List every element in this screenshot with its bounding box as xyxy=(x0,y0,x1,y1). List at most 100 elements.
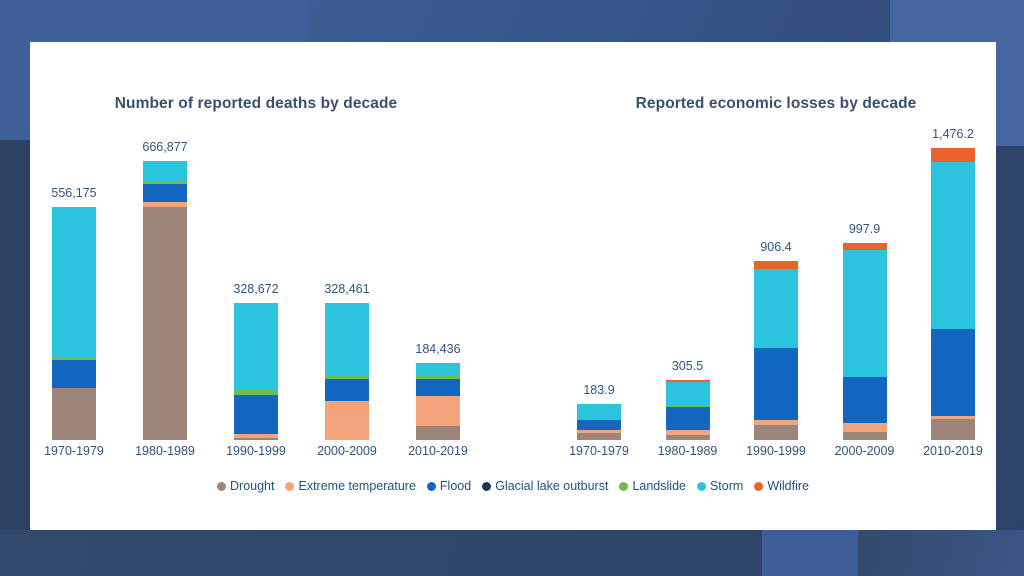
x-axis-label-1980-1989: 1980-1989 xyxy=(657,444,718,458)
bar-2010-2019[interactable]: 1,476.2 xyxy=(931,127,975,440)
segment-storm[interactable] xyxy=(665,382,710,407)
losses-chart-x-axis: 1970-1979 1980-1989 1990-1999 2000-2009 2010… xyxy=(569,444,983,458)
legend-item-landslide[interactable]: Landslide xyxy=(619,479,686,493)
background-band-left xyxy=(0,140,30,576)
segment-landslide[interactable] xyxy=(665,406,710,408)
bar-1970-1979[interactable]: 556,175 xyxy=(51,186,97,440)
x-axis-label-1970-1979: 1970-1979 xyxy=(569,444,629,458)
segment-flood[interactable] xyxy=(416,379,460,397)
segment-wildfire[interactable] xyxy=(842,242,887,250)
segment-flood[interactable] xyxy=(325,379,369,401)
segment-wildfire[interactable] xyxy=(754,260,798,269)
segment-flood[interactable] xyxy=(931,329,975,416)
segment-wildfire[interactable] xyxy=(665,379,710,383)
segment-drought[interactable] xyxy=(143,206,187,440)
segment-extreme-temperature[interactable] xyxy=(325,400,369,440)
segment-storm[interactable] xyxy=(842,249,887,377)
losses-chart-title: Reported economic losses by decade xyxy=(635,95,917,112)
segment-drought[interactable] xyxy=(416,426,460,440)
segment-storm[interactable] xyxy=(52,207,96,357)
segment-drought[interactable] xyxy=(234,437,278,440)
segment-storm[interactable] xyxy=(325,302,369,377)
bar-1980-1989[interactable]: 666,877 xyxy=(142,140,188,440)
bar-1970-1979[interactable]: 183.9 xyxy=(577,383,621,440)
legend-item-glacial-lake-outburst[interactable]: Glacial lake outburst xyxy=(482,479,608,493)
segment-storm[interactable] xyxy=(577,403,621,420)
legend-item-flood[interactable]: Flood xyxy=(426,479,472,493)
legend-item-drought[interactable]: Drought xyxy=(217,479,274,493)
background-block-bottom-right-corner xyxy=(858,530,1024,576)
segment-extreme-temperature[interactable] xyxy=(416,396,460,426)
segment-flood[interactable] xyxy=(842,376,887,424)
total-value-label: 666,877 xyxy=(142,140,188,154)
segment-flood[interactable] xyxy=(577,419,621,430)
segment-extreme-temperature[interactable] xyxy=(143,202,187,207)
total-value-label: 1,476.2 xyxy=(932,127,974,141)
segment-landslide[interactable] xyxy=(754,347,798,349)
chart-card: Number of reported deaths by decade Repo… xyxy=(30,42,996,530)
segment-landslide[interactable] xyxy=(143,180,187,185)
total-value-label: 305.5 xyxy=(671,358,704,373)
segment-landslide[interactable] xyxy=(52,356,96,361)
x-axis-label-1990-1999: 1990-1999 xyxy=(746,444,806,458)
glacial-lake-outburst-legend-dot-icon xyxy=(482,481,492,491)
segment-extreme-temperature[interactable] xyxy=(234,433,278,438)
legend-label: Wildfire xyxy=(767,479,809,493)
total-value-label: 328,672 xyxy=(233,281,279,296)
legend-item-extreme-temperature[interactable]: Extreme temperature xyxy=(285,479,416,493)
segment-extreme-temperature[interactable] xyxy=(931,415,975,419)
segment-landslide[interactable] xyxy=(931,328,975,330)
segment-landslide[interactable] xyxy=(325,376,369,380)
bar-2010-2019[interactable]: 184,436 xyxy=(415,342,461,440)
x-axis-label-2000-2009: 2000-2009 xyxy=(317,444,377,458)
legend-label: Landslide xyxy=(632,479,686,493)
segment-flood[interactable] xyxy=(754,348,798,421)
total-value-label: 328,461 xyxy=(324,281,370,296)
segment-landslide[interactable] xyxy=(416,374,460,380)
segment-storm[interactable] xyxy=(931,161,975,329)
segment-flood[interactable] xyxy=(52,360,96,388)
segment-flood[interactable] xyxy=(665,407,710,431)
segment-storm[interactable] xyxy=(234,302,278,391)
storm-legend-dot-icon xyxy=(696,481,706,491)
legend-label: Glacial lake outburst xyxy=(495,479,609,493)
segment-extreme-temperature[interactable] xyxy=(665,430,710,435)
bar-2000-2009[interactable]: 328,461 xyxy=(324,282,370,440)
x-axis-label-1980-1989: 1980-1989 xyxy=(135,444,195,458)
legend: Drought Extreme temperature Flood Glacial l… xyxy=(30,479,996,493)
segment-drought[interactable] xyxy=(52,387,96,440)
segment-storm[interactable] xyxy=(416,362,460,375)
segment-landslide[interactable] xyxy=(234,390,278,396)
legend-label: Flood xyxy=(439,479,472,493)
background-block-bottom-right-light xyxy=(762,530,858,576)
segment-extreme-temperature[interactable] xyxy=(577,429,621,433)
segment-flood[interactable] xyxy=(234,395,278,434)
losses-chart-plot: 183.9 305.5 906.4 997.9 1,476.2 xyxy=(577,127,975,440)
x-axis-label-2010-2019: 2010-2019 xyxy=(408,444,468,458)
bar-1980-1989[interactable]: 305.5 xyxy=(665,359,710,440)
segment-extreme-temperature[interactable] xyxy=(754,420,798,426)
deaths-chart-title: Number of reported deaths by decade xyxy=(114,95,398,112)
segment-drought[interactable] xyxy=(842,431,887,440)
background-band-right xyxy=(996,146,1024,442)
legend-item-storm[interactable]: Storm xyxy=(696,479,743,493)
segment-drought[interactable] xyxy=(754,425,798,440)
legend-item-wildfire[interactable]: Wildfire xyxy=(754,479,809,493)
segment-wildfire[interactable] xyxy=(931,148,975,162)
segment-extreme-temperature[interactable] xyxy=(842,423,887,432)
x-axis-label-2000-2009: 2000-2009 xyxy=(834,444,895,458)
segment-storm[interactable] xyxy=(143,161,187,181)
segment-drought[interactable] xyxy=(577,432,621,440)
bar-2000-2009[interactable]: 997.9 xyxy=(842,222,887,440)
total-value-label: 906.4 xyxy=(760,239,792,254)
segment-flood[interactable] xyxy=(143,184,187,203)
bar-1990-1999[interactable]: 328,672 xyxy=(233,282,279,440)
bar-1990-1999[interactable]: 906.4 xyxy=(754,240,798,440)
total-value-label: 556,175 xyxy=(51,186,97,201)
x-axis-label-1970-1979: 1970-1979 xyxy=(44,444,104,458)
segment-storm[interactable] xyxy=(754,268,798,348)
deaths-chart-x-axis: 1970-1979 1980-1989 1990-1999 2000-2009 2010… xyxy=(44,444,468,458)
total-value-label: 184,436 xyxy=(415,341,461,356)
segment-drought[interactable] xyxy=(931,419,975,440)
segment-drought[interactable] xyxy=(665,434,710,440)
